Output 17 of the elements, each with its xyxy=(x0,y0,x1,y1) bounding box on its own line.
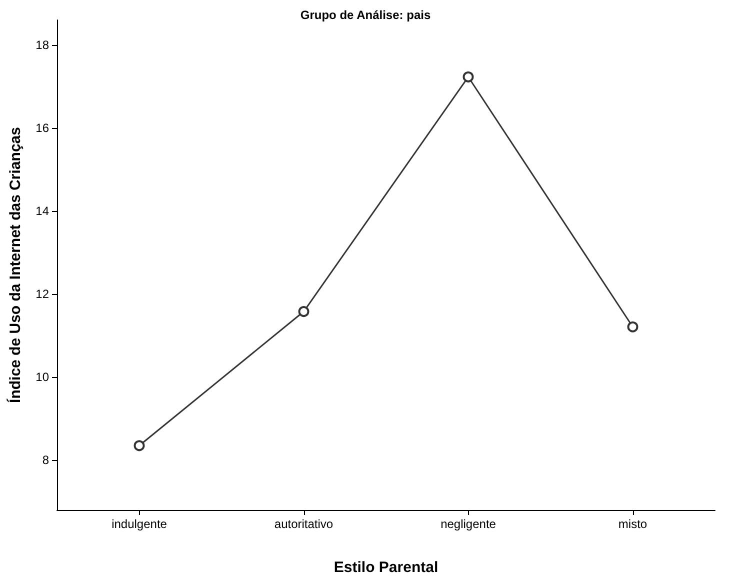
y-tick-label: 10 xyxy=(36,370,50,384)
x-tick-label: autoritativo xyxy=(274,517,334,531)
y-tick-label: 16 xyxy=(36,120,50,135)
x-tick-label: indulgente xyxy=(112,517,168,531)
point xyxy=(627,321,638,332)
y-tick-label: 8 xyxy=(42,453,50,468)
point xyxy=(462,71,474,82)
y-tick-label: 18 xyxy=(36,38,50,52)
chart-title: Grupo de Análise: pais xyxy=(300,8,431,22)
y-tick-label: 12 xyxy=(36,287,50,302)
point xyxy=(134,440,145,452)
y-tick-label: 14 xyxy=(36,204,50,218)
x-tick-label: misto xyxy=(618,517,648,531)
x-axis-title: Estilo Parental xyxy=(334,559,438,576)
y-axis-title: Índice de Uso da Internet das Crianças xyxy=(6,127,24,403)
point xyxy=(298,306,310,318)
x-tick-label: negligente xyxy=(440,517,496,531)
